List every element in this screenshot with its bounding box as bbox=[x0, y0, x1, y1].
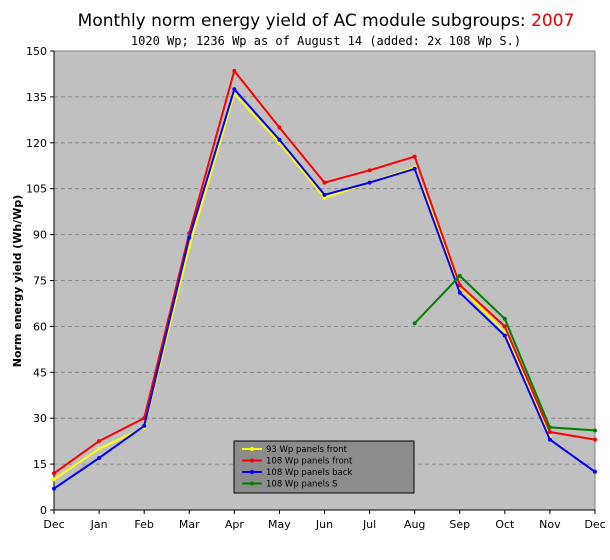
data-point bbox=[187, 235, 192, 240]
y-tick-label: 105 bbox=[26, 183, 47, 196]
data-point bbox=[52, 477, 56, 482]
data-point bbox=[502, 333, 507, 338]
data-point bbox=[52, 486, 56, 491]
legend-label: 93 Wp panels front bbox=[266, 445, 348, 455]
legend-marker bbox=[250, 458, 254, 463]
chart-title-year: 2007 bbox=[531, 11, 574, 31]
data-point bbox=[457, 283, 462, 288]
data-point bbox=[457, 273, 462, 278]
x-tick-label: Dec bbox=[584, 518, 605, 531]
data-point bbox=[593, 437, 597, 442]
x-tick-label: Dec bbox=[43, 518, 64, 531]
legend-label: 108 Wp panels back bbox=[266, 468, 352, 478]
series-108-wp-panels-back bbox=[52, 87, 597, 491]
data-point bbox=[412, 166, 417, 171]
data-point bbox=[367, 180, 372, 185]
chart-title: Monthly norm energy yield of AC module s… bbox=[78, 11, 575, 31]
y-tick-label: 30 bbox=[33, 412, 47, 425]
data-point bbox=[97, 455, 102, 460]
legend-marker bbox=[250, 447, 254, 451]
legend-marker bbox=[250, 470, 254, 474]
data-point bbox=[322, 195, 327, 200]
data-point bbox=[412, 321, 417, 326]
x-tick-label: Mar bbox=[179, 518, 200, 531]
y-tick-label: 90 bbox=[33, 229, 47, 242]
legend-box bbox=[233, 440, 415, 494]
data-point bbox=[97, 446, 102, 451]
y-axis-label: Norm energy yield (Wh/Wp) bbox=[11, 195, 24, 367]
legend-label: 108 Wp panels S bbox=[266, 480, 338, 490]
x-tick-label: May bbox=[268, 518, 291, 531]
data-point bbox=[502, 316, 507, 321]
x-tick-label: Jul bbox=[362, 518, 376, 531]
y-tick-label: 0 bbox=[40, 504, 47, 517]
data-point bbox=[367, 168, 372, 173]
chart-subtitle: 1020 Wp; 1236 Wp as of August 14 (added:… bbox=[131, 34, 521, 48]
data-point bbox=[593, 469, 597, 474]
legend-label: 108 Wp panels front bbox=[266, 457, 353, 467]
x-tick-label: Jun bbox=[315, 518, 333, 531]
x-tick-label: Aug bbox=[404, 518, 425, 531]
data-point bbox=[277, 137, 282, 142]
series-108-wp-panels-s bbox=[412, 273, 597, 433]
data-point bbox=[232, 87, 237, 92]
y-tick-label: 120 bbox=[26, 137, 47, 150]
data-point bbox=[142, 423, 147, 428]
data-point bbox=[547, 437, 552, 442]
y-tick-label: 45 bbox=[33, 366, 47, 379]
data-point bbox=[97, 439, 102, 444]
data-point bbox=[277, 125, 282, 130]
data-point bbox=[322, 180, 327, 185]
data-point bbox=[593, 428, 597, 433]
x-tick-label: Jan bbox=[90, 518, 108, 531]
x-tick-label: Apr bbox=[225, 518, 245, 531]
data-point bbox=[547, 425, 552, 430]
y-tick-label: 135 bbox=[26, 91, 47, 104]
data-point bbox=[457, 290, 462, 295]
series-group bbox=[52, 68, 597, 491]
y-tick-label: 15 bbox=[33, 458, 47, 471]
x-tick-label: Feb bbox=[134, 518, 153, 531]
legend-marker bbox=[250, 481, 254, 486]
x-tick-label: Sep bbox=[449, 518, 470, 531]
x-tick-label: Oct bbox=[495, 518, 515, 531]
y-tick-label: 60 bbox=[33, 320, 47, 333]
y-tick-label: 75 bbox=[33, 275, 47, 288]
data-point bbox=[412, 154, 417, 159]
data-point bbox=[52, 471, 56, 476]
data-point bbox=[232, 68, 237, 73]
data-point bbox=[547, 429, 552, 434]
y-tick-label: 150 bbox=[26, 45, 47, 58]
axes: 0 15 30 45 60 75 90 105 120 135 150 Dec Jan Feb Mar Apr… bbox=[26, 45, 606, 531]
data-point bbox=[502, 324, 507, 329]
data-point bbox=[322, 192, 327, 197]
chart-title-text: Monthly norm energy yield of AC module s… bbox=[78, 11, 531, 31]
x-tick-label: Nov bbox=[539, 518, 561, 531]
